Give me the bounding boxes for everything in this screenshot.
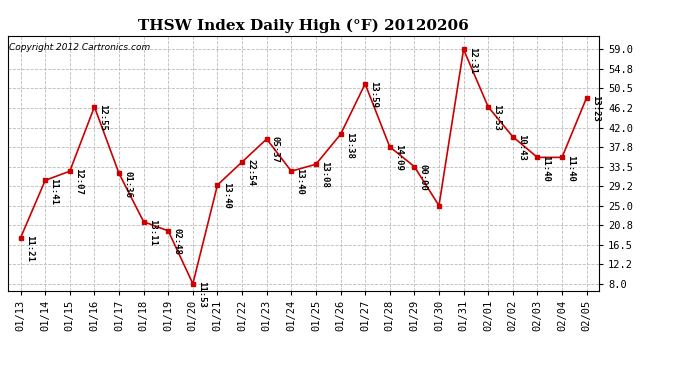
Text: 05:37: 05:37 xyxy=(271,136,280,163)
Text: 13:40: 13:40 xyxy=(295,168,304,195)
Text: 11:21: 11:21 xyxy=(25,235,34,262)
Text: 13:11: 13:11 xyxy=(148,219,157,246)
Text: Copyright 2012 Cartronics.com: Copyright 2012 Cartronics.com xyxy=(10,43,150,52)
Text: 13:38: 13:38 xyxy=(345,132,354,159)
Text: 11:53: 11:53 xyxy=(197,281,206,308)
Text: 11:41: 11:41 xyxy=(50,178,59,204)
Text: 13:53: 13:53 xyxy=(493,104,502,131)
Text: 01:36: 01:36 xyxy=(124,171,132,198)
Text: 13:59: 13:59 xyxy=(369,81,378,108)
Text: 22:54: 22:54 xyxy=(246,159,255,186)
Text: 00:00: 00:00 xyxy=(419,164,428,190)
Text: 12:55: 12:55 xyxy=(99,104,108,131)
Text: 14:09: 14:09 xyxy=(394,144,403,171)
Text: 12:07: 12:07 xyxy=(74,168,83,195)
Text: 11:40: 11:40 xyxy=(566,154,575,182)
Text: 11:40: 11:40 xyxy=(542,154,551,182)
Text: 13:23: 13:23 xyxy=(591,95,600,122)
Text: 10:43: 10:43 xyxy=(517,134,526,161)
Title: THSW Index Daily High (°F) 20120206: THSW Index Daily High (°F) 20120206 xyxy=(138,19,469,33)
Text: 02:48: 02:48 xyxy=(172,228,181,255)
Text: 13:08: 13:08 xyxy=(320,162,329,188)
Text: 12:31: 12:31 xyxy=(468,46,477,74)
Text: 13:40: 13:40 xyxy=(221,182,230,209)
